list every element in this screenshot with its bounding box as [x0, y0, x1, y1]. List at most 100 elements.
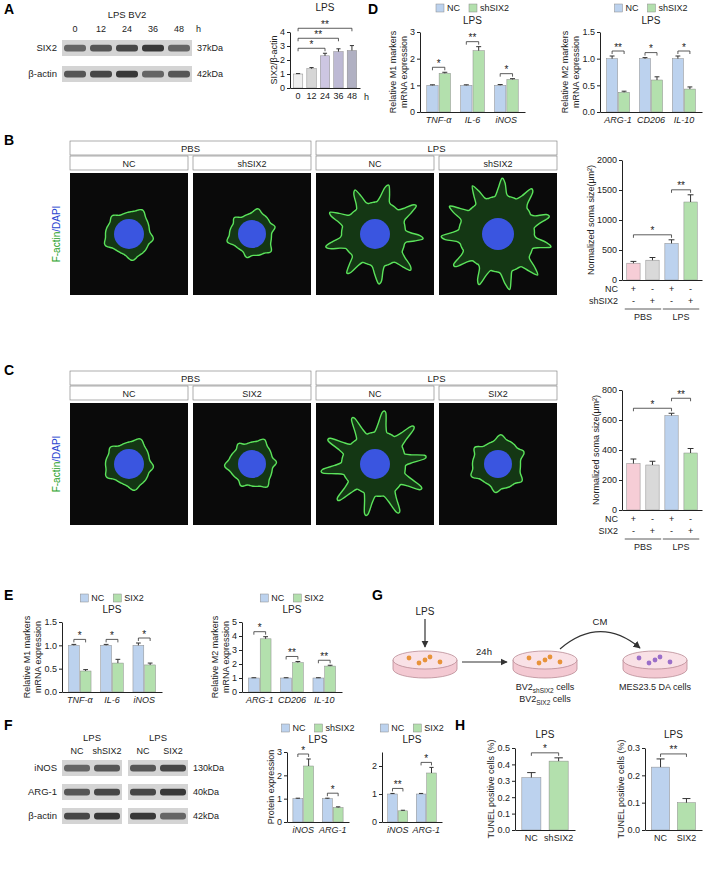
legend-label: shSIX2: [658, 3, 687, 13]
bar: [281, 678, 292, 692]
tick-label: ARG-1: [318, 825, 347, 835]
y-tick: 3: [280, 41, 290, 51]
size-label: 40kDa: [193, 787, 219, 797]
tick-mark: [512, 781, 515, 782]
panel-label: H: [455, 717, 465, 733]
bar: [646, 260, 659, 280]
y-axis-title: TUNEL positive cells (%): [486, 739, 496, 838]
y-axis-title-line: Relative M1 markers: [22, 615, 32, 698]
tick-mark: [379, 766, 382, 767]
lane-label: SIX2: [163, 746, 183, 756]
lane-label: shSIX2: [92, 746, 121, 756]
significance-label: **: [288, 647, 296, 658]
significance-label: *: [649, 43, 653, 54]
plot-area: [627, 195, 697, 280]
y-tick: 0.5: [44, 664, 62, 674]
tick-mark: [287, 88, 290, 89]
chart-title: LPS: [309, 734, 328, 745]
x-axis-line: [623, 510, 703, 511]
tick-mark: [619, 160, 622, 161]
nucleus: [482, 218, 514, 250]
bar: [495, 85, 506, 112]
y-axis-line: [645, 749, 646, 831]
blot-strip: [62, 784, 122, 800]
y-axis-title-line: TUNEL positive cells (%): [486, 739, 496, 838]
x-axis: NCshSIX2: [516, 831, 576, 844]
legend-label: NC: [447, 3, 460, 13]
header-box: [70, 141, 311, 155]
blot-band: [160, 789, 186, 796]
x-tick: ARG-1: [603, 115, 632, 125]
tick-mark: [379, 822, 382, 823]
stain-label: F-actin/DAPI: [51, 206, 62, 263]
y-axis-title: Relative M2 markersmRNA expression: [210, 615, 231, 698]
bar: [248, 678, 259, 692]
x-axis: TNF-αIL-6iNOS: [421, 113, 526, 126]
chart: ***012iNOSARG-1LPSNCSIX2: [372, 723, 444, 835]
y-tick: 0: [410, 107, 420, 117]
tick-label: TNF-α: [67, 695, 93, 705]
cell-main: BV2: [516, 682, 533, 692]
x-tick: IL-6: [104, 695, 120, 705]
error-bar: [682, 799, 690, 803]
bar: [677, 803, 695, 830]
y-axis-title-line: Normalized soma size(μm²): [591, 395, 601, 505]
tick-label: ARG-1: [245, 695, 274, 705]
cell-label: BV2SIX2cells: [519, 694, 571, 706]
significance-label: **: [320, 651, 328, 662]
y-tick: 2: [280, 55, 290, 65]
error-bar: [328, 665, 333, 667]
blot-strip: [62, 760, 122, 776]
significance-label: **: [394, 779, 402, 790]
legend-label: NC: [91, 593, 104, 603]
micrograph: [193, 403, 311, 525]
cell-icon: [543, 658, 548, 663]
arrow: [424, 619, 425, 647]
chart: ***0500100015002000NC+-+-shSIX2-+-+PBSLP…: [586, 155, 703, 322]
legend-swatch: [413, 724, 421, 732]
transfer-label: CM: [593, 616, 608, 627]
error-bar: [643, 58, 648, 59]
western-blot: LPSNCshSIX2LPSNCSIX2iNOS130kDaARG-140kDa…: [28, 732, 224, 824]
bar: [388, 794, 398, 822]
y-tick: 0.3: [497, 776, 515, 786]
legend-label: NC: [625, 3, 638, 13]
y-tick: 0.0: [627, 825, 645, 835]
error-bar: [688, 195, 694, 202]
cell-icon: [548, 655, 553, 660]
annotations: *****: [298, 19, 352, 52]
row-label: SIX2: [36, 42, 57, 53]
y-tick: 0.1: [627, 798, 645, 808]
blot-band: [94, 765, 120, 772]
x-tick: iNOS: [387, 825, 409, 835]
stimulus-label: LPS: [416, 606, 435, 617]
x-tick: ARG-1: [318, 825, 347, 835]
chart: ****0.00.51.01.5ARG-1CD206IL-10LPSNCshSI…: [560, 3, 702, 125]
legend-label: NC: [292, 723, 305, 733]
legend-swatch: [647, 4, 655, 12]
nucleus: [114, 449, 144, 479]
bar: [651, 767, 669, 830]
error-bar: [464, 84, 469, 86]
header-box: [316, 141, 557, 155]
lane-header: SIX2: [488, 389, 508, 399]
tick-label: 1.5: [582, 27, 595, 37]
y-axis-title-line: Relative M2 markers: [560, 30, 570, 113]
plot-area: [388, 767, 437, 822]
tick-mark: [619, 190, 622, 191]
annotations: *****: [254, 622, 330, 663]
legend-swatch: [436, 4, 444, 12]
y-tick: 800: [602, 385, 622, 395]
row-label: β-actin: [28, 68, 57, 79]
error-bar: [527, 773, 535, 778]
y-axis-title: Normalized soma size(μm²): [586, 165, 596, 275]
legend-swatch: [293, 594, 301, 602]
tick-label: NC: [525, 833, 538, 843]
lane-header: NC: [123, 159, 136, 169]
chart-title: LPS: [103, 604, 122, 615]
error-bar: [251, 677, 256, 678]
annotations: ***: [393, 753, 432, 792]
x-tick: TNF-α: [67, 695, 93, 705]
group-header: LPS: [428, 373, 446, 384]
x-axis-line: [421, 112, 526, 113]
